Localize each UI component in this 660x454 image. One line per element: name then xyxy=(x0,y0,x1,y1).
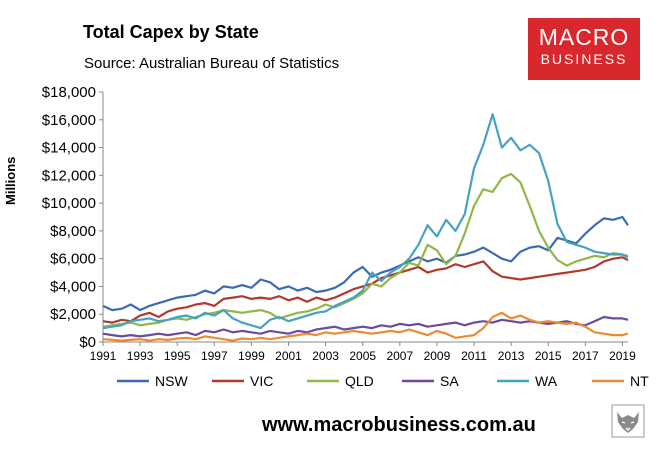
x-tick-label: 1991 xyxy=(90,349,117,363)
x-tick-label: 1995 xyxy=(164,349,191,363)
chart-title: Total Capex by State xyxy=(83,22,259,42)
chart-axes: $0 $2,000 $4,000 $6,000 $8,000 $10,000 $12,000… xyxy=(42,84,636,363)
wolf-logo-icon xyxy=(611,404,645,438)
y-tick-label: $14,000 xyxy=(42,140,96,157)
series-line-wa xyxy=(102,113,629,330)
y-tick-label: $0 xyxy=(79,334,96,351)
x-tick-label: 2011 xyxy=(461,349,487,363)
x-tick-label: 2015 xyxy=(535,349,562,363)
y-tick-label: $10,000 xyxy=(42,195,96,212)
x-tick-label: 2019 xyxy=(609,349,636,363)
x-tick-label: 1993 xyxy=(127,349,154,363)
series-line-nsw xyxy=(102,215,629,312)
logo-line-1: MACRO xyxy=(538,24,630,50)
y-tick-label: $16,000 xyxy=(42,112,96,129)
series-lines xyxy=(102,113,629,342)
y-tick-label: $18,000 xyxy=(42,84,96,101)
y-tick-label: $12,000 xyxy=(42,167,96,184)
logo-line-2: BUSINESS xyxy=(540,51,628,67)
series-line-nt xyxy=(102,311,629,342)
chart-legend: NSW VIC QLD SA WA NT xyxy=(117,373,649,389)
x-tick-label: 2003 xyxy=(312,349,339,363)
website-url: www.macrobusiness.com.au xyxy=(262,414,536,436)
x-tick-label: 2013 xyxy=(498,349,525,363)
series-line-qld xyxy=(102,172,629,328)
x-tick-label: 1999 xyxy=(238,349,265,363)
macrobusiness-logo: MACRO BUSINESS xyxy=(528,18,640,80)
x-tick-label: 2017 xyxy=(572,349,599,363)
series-line-vic xyxy=(102,256,629,324)
y-tick-label: $8,000 xyxy=(50,223,96,240)
x-tick-label: 2001 xyxy=(275,349,302,363)
y-tick-label: $2,000 xyxy=(50,306,96,323)
legend-label-nt: NT xyxy=(630,373,649,389)
y-tick-label: $4,000 xyxy=(50,278,96,295)
series-line-sa xyxy=(102,315,629,338)
x-tick-label: 2005 xyxy=(349,349,376,363)
x-tick-label: 1997 xyxy=(201,349,228,363)
legend-label-wa: WA xyxy=(535,373,558,389)
chart-subtitle: Source: Australian Bureau of Statistics xyxy=(84,55,340,72)
y-tick-label: $6,000 xyxy=(50,251,96,268)
x-tick-label: 2009 xyxy=(424,349,451,363)
legend-label-vic: VIC xyxy=(250,373,273,389)
x-tick-label: 2007 xyxy=(386,349,413,363)
legend-label-nsw: NSW xyxy=(155,373,188,389)
legend-label-sa: SA xyxy=(440,373,459,389)
legend-label-qld: QLD xyxy=(345,373,374,389)
